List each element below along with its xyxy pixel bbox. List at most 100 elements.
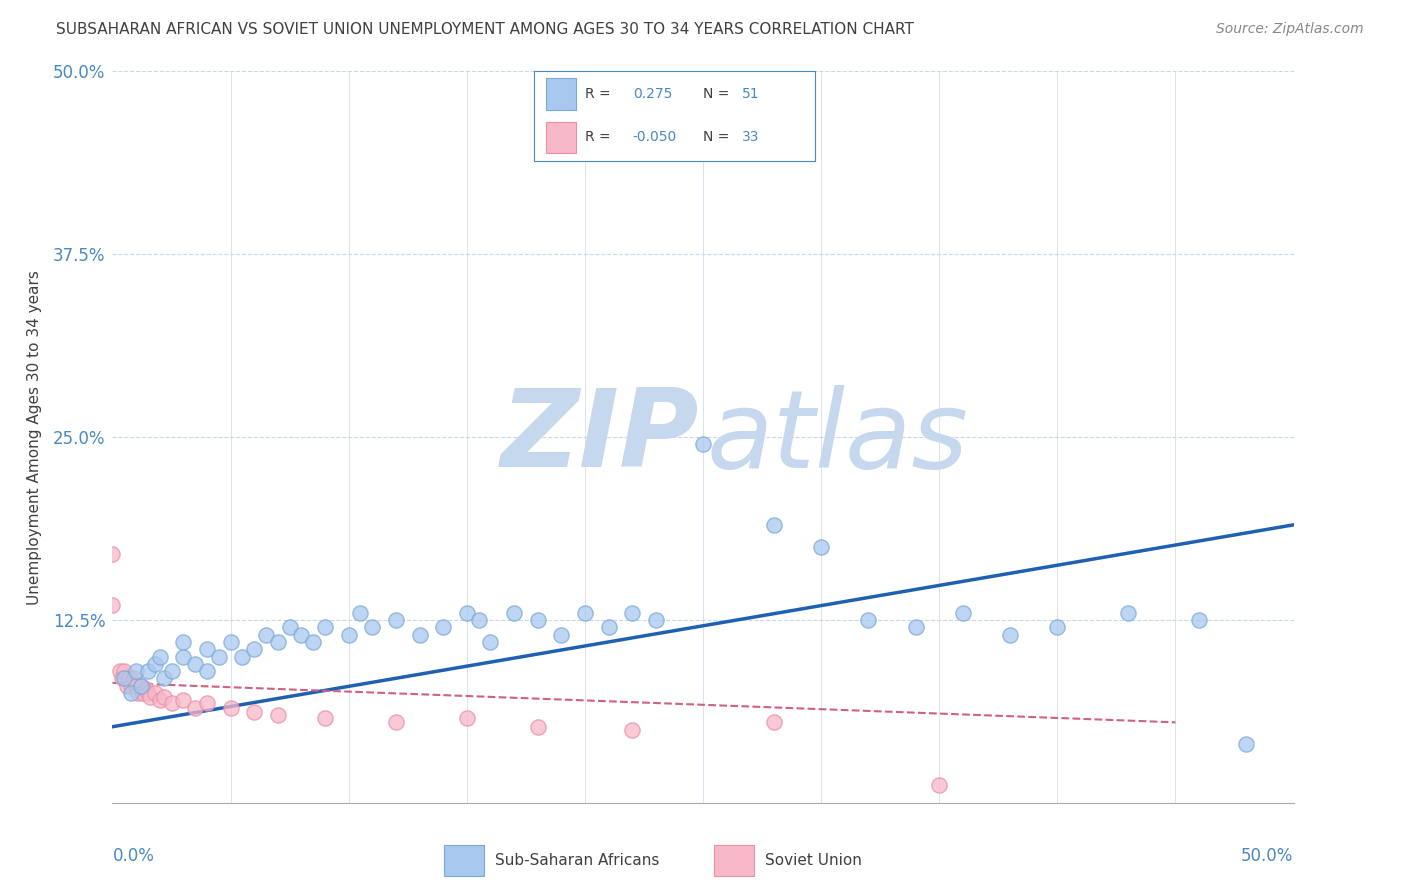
Point: [111, 672, 134, 686]
Point: [143, 657, 166, 671]
Point: [467, 613, 489, 627]
Text: Source: ZipAtlas.com: Source: ZipAtlas.com: [1216, 22, 1364, 37]
Point: [998, 627, 1021, 641]
Point: [143, 686, 166, 700]
Point: [408, 627, 430, 641]
Point: [267, 635, 290, 649]
Point: [644, 613, 666, 627]
FancyBboxPatch shape: [714, 846, 754, 876]
Point: [160, 664, 183, 678]
Point: [337, 627, 360, 641]
FancyBboxPatch shape: [546, 122, 576, 153]
Point: [136, 664, 159, 678]
Point: [101, 599, 124, 613]
Point: [195, 642, 218, 657]
Text: 0.0%: 0.0%: [112, 847, 155, 864]
Point: [127, 686, 149, 700]
Point: [1046, 620, 1069, 634]
Point: [118, 672, 141, 686]
Point: [254, 627, 277, 641]
Point: [115, 679, 138, 693]
Point: [314, 620, 336, 634]
Point: [1188, 613, 1211, 627]
Point: [290, 627, 312, 641]
Point: [314, 711, 336, 725]
Point: [153, 672, 176, 686]
Point: [135, 681, 157, 696]
Point: [456, 711, 478, 725]
FancyBboxPatch shape: [444, 846, 484, 876]
Point: [1116, 606, 1139, 620]
Point: [208, 649, 231, 664]
Point: [479, 635, 502, 649]
Point: [129, 679, 152, 693]
Point: [108, 664, 131, 678]
Point: [278, 620, 301, 634]
Point: [361, 620, 384, 634]
Point: [432, 620, 454, 634]
Point: [810, 540, 832, 554]
Point: [195, 696, 218, 710]
FancyBboxPatch shape: [546, 78, 576, 110]
Point: [172, 649, 194, 664]
Point: [762, 715, 785, 730]
Point: [101, 547, 124, 561]
Y-axis label: Unemployment Among Ages 30 to 34 years: Unemployment Among Ages 30 to 34 years: [27, 269, 42, 605]
Point: [526, 720, 548, 734]
Text: atlas: atlas: [707, 384, 969, 490]
Point: [267, 708, 290, 723]
Point: [621, 723, 644, 737]
Text: 33: 33: [742, 130, 759, 145]
Point: [574, 606, 596, 620]
Point: [125, 679, 148, 693]
Point: [129, 679, 152, 693]
Point: [160, 696, 183, 710]
Point: [349, 606, 371, 620]
Point: [184, 657, 207, 671]
Point: [503, 606, 526, 620]
Point: [136, 686, 159, 700]
Point: [526, 613, 548, 627]
Point: [149, 649, 172, 664]
Point: [195, 664, 218, 678]
Point: [1234, 737, 1257, 751]
Point: [858, 613, 880, 627]
Point: [456, 606, 478, 620]
Text: Sub-Saharan Africans: Sub-Saharan Africans: [495, 854, 659, 868]
Point: [692, 437, 714, 451]
Point: [149, 693, 172, 707]
Point: [598, 620, 620, 634]
Point: [385, 613, 408, 627]
Point: [904, 620, 927, 634]
Text: Soviet Union: Soviet Union: [765, 854, 862, 868]
Point: [243, 705, 266, 719]
Point: [621, 606, 644, 620]
Text: ZIP: ZIP: [501, 384, 699, 490]
Point: [122, 672, 145, 686]
Point: [139, 690, 162, 705]
Point: [762, 517, 785, 532]
Point: [153, 690, 176, 705]
Point: [219, 700, 242, 714]
Point: [112, 664, 135, 678]
Point: [550, 627, 572, 641]
Point: [172, 693, 194, 707]
Point: [172, 635, 194, 649]
Point: [184, 700, 207, 714]
Point: [302, 635, 325, 649]
Point: [231, 649, 253, 664]
Point: [243, 642, 266, 657]
Text: N =: N =: [703, 130, 730, 145]
Text: 51: 51: [742, 87, 761, 101]
Text: 50.0%: 50.0%: [1241, 847, 1294, 864]
Point: [952, 606, 974, 620]
Point: [928, 778, 950, 792]
Point: [125, 664, 148, 678]
Text: R =: R =: [585, 87, 610, 101]
Point: [120, 679, 142, 693]
Text: N =: N =: [703, 87, 730, 101]
Point: [120, 686, 142, 700]
Point: [132, 686, 155, 700]
Text: SUBSAHARAN AFRICAN VS SOVIET UNION UNEMPLOYMENT AMONG AGES 30 TO 34 YEARS CORREL: SUBSAHARAN AFRICAN VS SOVIET UNION UNEMP…: [56, 22, 914, 37]
Text: R =: R =: [585, 130, 610, 145]
